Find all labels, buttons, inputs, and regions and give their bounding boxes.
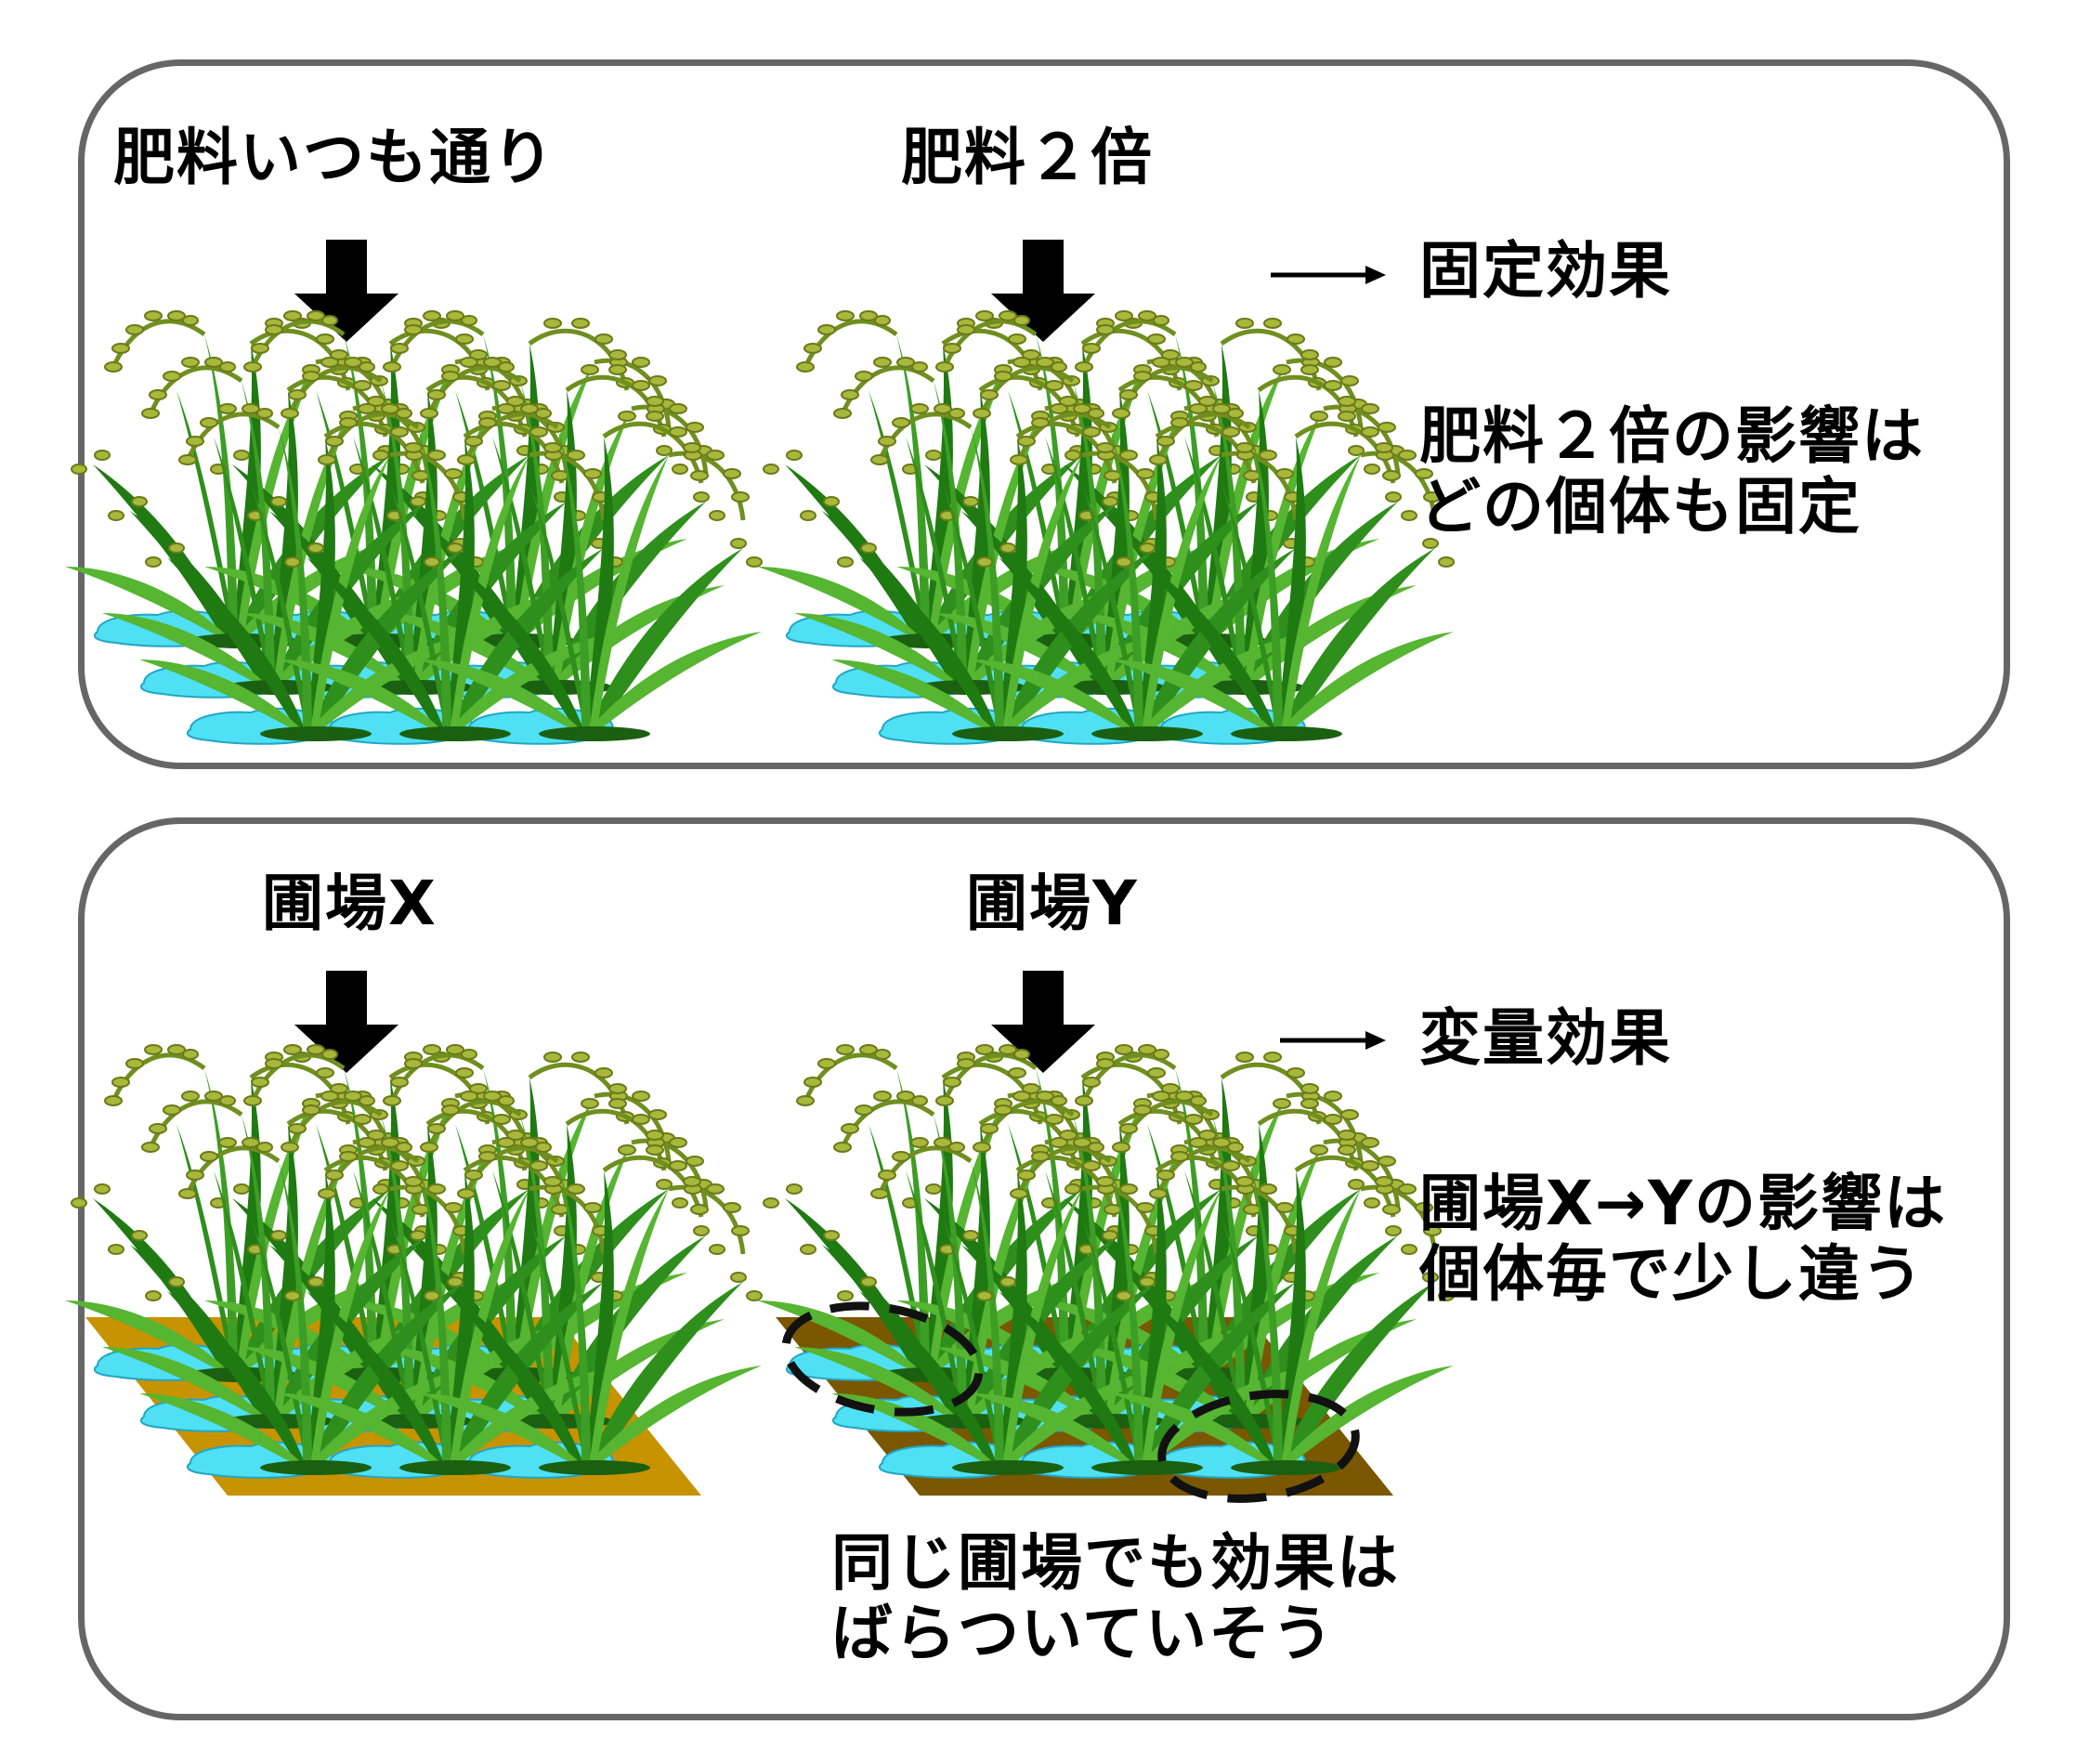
label-fertilizer-normal: 肥料いつも通り <box>113 122 555 193</box>
variation-note: 同じ圃場でも効果は ばらついていそう <box>831 1527 1400 1669</box>
arrow-right-random <box>1280 1031 1386 1050</box>
variation-circle-right <box>1157 1390 1360 1503</box>
random-effect-title: 変量効果 <box>1419 1002 1672 1074</box>
arrow-down-normal <box>294 240 398 342</box>
rice-paddy-normal <box>65 311 762 744</box>
variation-circle-left <box>781 1301 984 1417</box>
rice-paddy-field-y <box>757 1045 1454 1478</box>
fixed-effect-title: 固定効果 <box>1419 235 1672 307</box>
random-effect-description: 圃場X→Yの影響は 個体毎で少し違う <box>1419 1168 1947 1310</box>
label-fertilizer-double: 肥料２倍 <box>901 122 1154 193</box>
rice-paddy-double <box>757 311 1454 744</box>
arrow-down-double <box>991 240 1095 342</box>
label-field-y: 圃場Y <box>966 868 1139 939</box>
rice-paddy-field-x <box>65 1045 762 1478</box>
arrow-right-fixed <box>1271 266 1386 284</box>
label-field-x: 圃場X <box>262 868 438 939</box>
fixed-effect-description: 肥料２倍の影響は どの個体も固定 <box>1419 400 1925 542</box>
